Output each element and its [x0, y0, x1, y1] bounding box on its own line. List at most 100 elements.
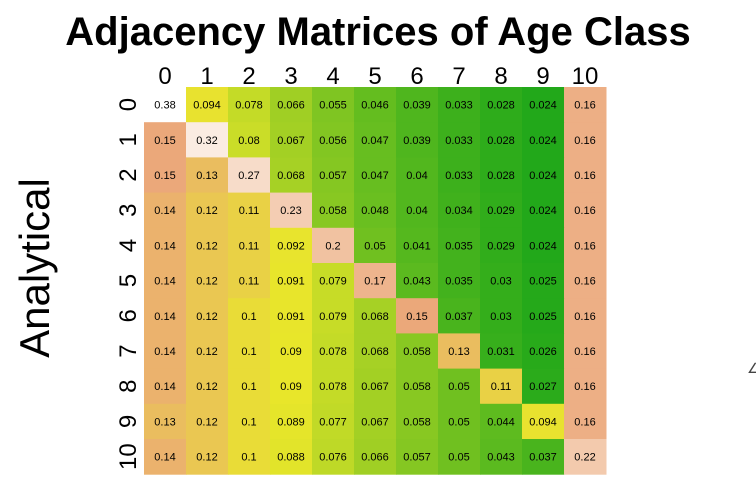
- heatmap-cell: [522, 403, 565, 440]
- cell-value-label: 0.13: [196, 170, 217, 182]
- heatmap-cell: [312, 122, 355, 158]
- cell-value-label: 0.079: [319, 311, 347, 323]
- heatmap-cell: [186, 439, 229, 475]
- heatmap-cell: [522, 87, 565, 123]
- cell-value-label: 0.14: [154, 205, 175, 217]
- heatmap-cell: [438, 403, 481, 440]
- cell-value-label: 0.16: [574, 170, 595, 182]
- cell-value-label: 0.092: [277, 240, 305, 252]
- heatmap-cell: [312, 333, 355, 370]
- cell-value-label: 0.028: [487, 135, 515, 147]
- heatmap-cell: [564, 122, 607, 158]
- cell-value-label: 0.068: [277, 170, 305, 182]
- cell-value-label: 0.039: [403, 100, 431, 112]
- heatmap-cell: [144, 298, 187, 334]
- heatmap-cell: [270, 263, 313, 299]
- heatmap-cell: [396, 122, 439, 158]
- heatmap-cell: [186, 122, 229, 158]
- heatmap-cell: [186, 87, 229, 123]
- cell-value-label: 0.05: [448, 452, 469, 464]
- cell-value-label: 0.05: [448, 416, 469, 428]
- cell-value-label: 0.11: [239, 205, 260, 217]
- heatmap-cell: [522, 298, 565, 334]
- heatmap-cell: [228, 227, 271, 264]
- cell-value-label: 0.041: [403, 240, 431, 252]
- heatmap-cell: [438, 157, 481, 194]
- cell-value-label: 0.056: [319, 135, 347, 147]
- cell-value-label: 0.024: [529, 205, 557, 217]
- cell-value-label: 0.38: [154, 100, 175, 112]
- cell-value-label: 0.16: [574, 276, 595, 288]
- cell-value-label: 0.066: [361, 452, 389, 464]
- cell-value-label: 0.094: [529, 416, 557, 428]
- cell-value-label: 0.1: [241, 381, 256, 393]
- heatmap-cell: [480, 87, 523, 123]
- y-tick-label: 1: [115, 133, 142, 146]
- heatmap-cell: [396, 87, 439, 123]
- cell-value-label: 0.091: [277, 311, 305, 323]
- heatmap-cell: [396, 227, 439, 264]
- heatmap-cell: [228, 298, 271, 334]
- heatmap-cell: [438, 439, 481, 475]
- cell-value-label: 0.068: [361, 346, 389, 358]
- cell-value-label: 0.23: [280, 205, 301, 217]
- heatmap-cell: [396, 403, 439, 440]
- heatmap-cell: [480, 192, 523, 229]
- heatmap-cell: [396, 157, 439, 194]
- heatmap-cell: [144, 263, 187, 299]
- heatmap-cell: [522, 192, 565, 229]
- heatmap-cell: [354, 368, 397, 405]
- heatmap-cell: [522, 368, 565, 405]
- heatmap-cell: [564, 368, 607, 405]
- heatmap-cell: [228, 403, 271, 440]
- cell-value-label: 0.078: [319, 346, 347, 358]
- cell-value-label: 0.1: [241, 311, 256, 323]
- heatmap-cell: [396, 192, 439, 229]
- heatmap-cell: [438, 192, 481, 229]
- heatmap-cell: [354, 157, 397, 194]
- heatmap-cell: [480, 368, 523, 405]
- heatmap-cell: [144, 368, 187, 405]
- heatmap-cell: [312, 298, 355, 334]
- y-tick-label: 2: [115, 168, 142, 181]
- cell-value-label: 0.04: [406, 170, 427, 182]
- heatmap-cell: [396, 333, 439, 370]
- heatmap-cell: [270, 403, 313, 440]
- cell-value-label: 0.14: [154, 311, 175, 323]
- heatmap-cell: [186, 157, 229, 194]
- heatmap-cell: [312, 192, 355, 229]
- cell-value-label: 0.025: [529, 276, 557, 288]
- y-tick-label: 6: [115, 309, 142, 322]
- heatmap-cell: [564, 157, 607, 194]
- cell-value-label: 0.05: [448, 381, 469, 393]
- heatmap-cell: [186, 227, 229, 264]
- heatmap-cell: [186, 333, 229, 370]
- cell-value-label: 0.1: [241, 452, 256, 464]
- heatmap-cell: [564, 263, 607, 299]
- cell-value-label: 0.14: [154, 240, 175, 252]
- cell-value-label: 0.024: [529, 170, 557, 182]
- cell-value-label: 0.11: [239, 276, 260, 288]
- heatmap-cell: [480, 157, 523, 194]
- cell-value-label: 0.14: [154, 452, 175, 464]
- cell-value-label: 0.076: [319, 452, 347, 464]
- cell-value-label: 0.1: [241, 346, 256, 358]
- heatmap-cell: [186, 192, 229, 229]
- cell-value-label: 0.058: [319, 205, 347, 217]
- cell-value-label: 0.16: [574, 311, 595, 323]
- cell-value-label: 0.32: [196, 135, 217, 147]
- heatmap-cell: [228, 439, 271, 475]
- cell-value-label: 0.025: [529, 311, 557, 323]
- heatmap-cell: [522, 157, 565, 194]
- heatmap-cell: [228, 368, 271, 405]
- cell-value-label: 0.22: [574, 452, 595, 464]
- heatmap-cell: [270, 227, 313, 264]
- cell-value-label: 0.08: [238, 135, 259, 147]
- y-tick-label: 8: [115, 380, 142, 393]
- x-tick-label: 10: [572, 63, 599, 90]
- cell-value-label: 0.13: [448, 346, 469, 358]
- heatmap-cell: [270, 192, 313, 229]
- edge-mark: ∠: [747, 360, 756, 376]
- heatmap-cell: [564, 227, 607, 264]
